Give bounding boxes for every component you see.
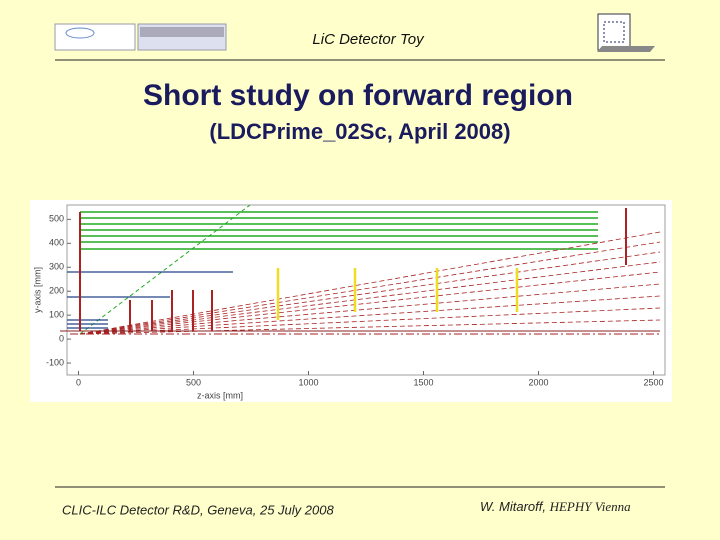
y-tick-label: 0 xyxy=(59,333,64,343)
x-tick-label: 0 xyxy=(76,377,81,387)
x-tick-label: 500 xyxy=(186,377,201,387)
y-tick-label: 300 xyxy=(49,262,64,272)
red-disks xyxy=(79,208,627,331)
header-title: LiC Detector Toy xyxy=(312,31,425,48)
x-tick-label: 2500 xyxy=(643,377,663,387)
yellow-disks xyxy=(276,268,519,320)
x-tick-label: 1500 xyxy=(413,377,433,387)
left-logos xyxy=(54,23,227,51)
slide-subtitle: (LDCPrime_02Sc, April 2008) xyxy=(209,119,510,144)
green-dashed xyxy=(79,204,251,335)
y-axis-label: y-axis [mm] xyxy=(32,267,42,313)
slide-title: Short study on forward region xyxy=(143,79,573,112)
right-logo xyxy=(597,13,655,52)
plot-background xyxy=(30,200,672,402)
footer-left: CLIC-ILC Detector R&D, Geneva, 25 July 2… xyxy=(62,502,334,517)
author: W. Mitaroff, xyxy=(480,499,546,514)
y-tick-label: 200 xyxy=(49,286,64,296)
footer-author: W. Mitaroff, HEPHY Vienna xyxy=(480,499,631,514)
x-tick-label: 2000 xyxy=(528,377,548,387)
y-tick-label: 400 xyxy=(49,238,64,248)
red-dashed-fan xyxy=(79,231,661,335)
y-tick-label: 100 xyxy=(49,310,64,320)
x-axis-label: z-axis [mm] xyxy=(197,390,243,400)
x-tick-label: 1000 xyxy=(298,377,318,387)
blue-layers xyxy=(67,271,233,329)
plot: z-axis [mm] y-axis [mm] 0 500 1000 1500 2000… xyxy=(30,200,672,402)
y-tick-label: 500 xyxy=(49,214,64,224)
plot-frame xyxy=(66,204,666,376)
green-layers xyxy=(80,211,598,250)
y-tick-label: -100 xyxy=(46,357,64,367)
institute: HEPHY Vienna xyxy=(549,499,631,514)
